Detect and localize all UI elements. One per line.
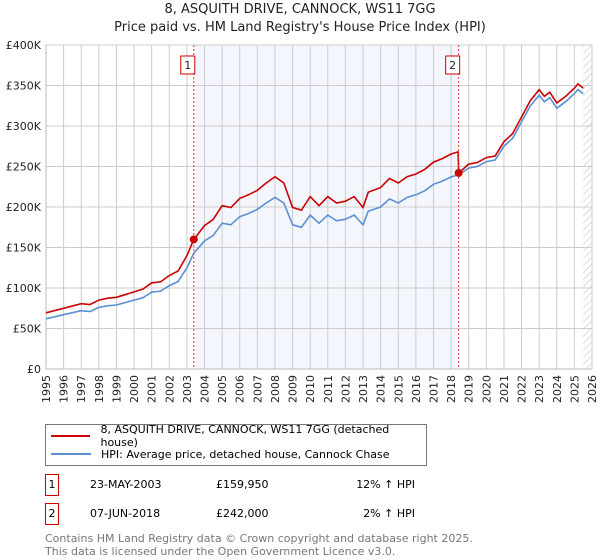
- x-tick-label: 2003: [181, 375, 194, 403]
- legend: 8, ASQUITH DRIVE, CANNOCK, WS11 7GG (det…: [45, 423, 427, 466]
- legend-item-hpi: HPI: Average price, detached house, Cann…: [51, 446, 390, 462]
- legend-label: 8, ASQUITH DRIVE, CANNOCK, WS11 7GG (det…: [100, 423, 390, 449]
- sale-point: [189, 235, 198, 244]
- sale-price: £159,950: [216, 478, 269, 491]
- footer-line-2: This data is licensed under the Open Gov…: [45, 545, 396, 558]
- x-tick-label: 2020: [480, 375, 493, 403]
- legend-item-property: 8, ASQUITH DRIVE, CANNOCK, WS11 7GG (det…: [51, 423, 426, 449]
- sale-label-box: [180, 55, 196, 75]
- y-tick-label: £200K: [6, 201, 42, 214]
- plot-area: 1 2 1995 1996 1997 1998 1999 2000 2001 2002 2003 20…: [6, 39, 599, 403]
- y-tick-label: £0: [27, 363, 41, 376]
- x-tick-label: 1999: [110, 375, 123, 403]
- sale-row-2: 2 07-JUN-2018 £242,000 2% ↑ HPI: [45, 503, 445, 525]
- x-tick-label: 2005: [216, 375, 229, 403]
- y-tick-label: £250K: [6, 161, 42, 174]
- x-tick-label: 2006: [234, 375, 247, 403]
- sale-price: £242,000: [216, 507, 269, 520]
- sale-label: 1: [184, 59, 191, 72]
- x-tick-label: 2012: [339, 375, 352, 403]
- x-tick-label: 1997: [75, 375, 88, 403]
- x-tick-label: 2013: [357, 375, 370, 403]
- sale-hpi-diff: 2% ↑ HPI: [363, 507, 415, 520]
- y-tick-label: £100K: [6, 282, 42, 295]
- sale-marker-box: 1: [45, 474, 59, 496]
- x-tick-label: 2026: [586, 375, 599, 403]
- y-tick-label: £150K: [6, 242, 42, 255]
- x-tick-label: 2015: [392, 375, 405, 403]
- x-tick-label: 2000: [128, 375, 141, 403]
- hpi-line: [45, 88, 584, 320]
- y-tick-label: £300K: [6, 120, 42, 133]
- x-tick-label: 2023: [533, 375, 546, 403]
- chart-title: 8, ASQUITH DRIVE, CANNOCK, WS11 7GG: [164, 2, 436, 17]
- legend-swatch-blue: [51, 453, 91, 455]
- x-tick-label: 2025: [568, 375, 581, 403]
- x-tick-label: 2017: [427, 375, 440, 403]
- x-tick-label: 1998: [93, 375, 106, 403]
- x-tick-label: 2019: [463, 375, 476, 403]
- x-tick-label: 1996: [58, 375, 71, 403]
- sale-label-box: [445, 55, 461, 75]
- footer-line-1: Contains HM Land Registry data © Crown c…: [45, 532, 473, 545]
- x-tick-label: 2024: [551, 375, 564, 403]
- property-price-line: [45, 82, 584, 314]
- x-tick-label: 2002: [163, 375, 176, 403]
- y-tick-label: £400K: [6, 39, 42, 52]
- x-tick-label: 2007: [251, 375, 264, 403]
- x-tick-label: 2004: [199, 375, 212, 403]
- x-tick-label: 2021: [498, 375, 511, 403]
- sale-label: 2: [449, 59, 456, 72]
- x-tick-label: 2001: [146, 375, 159, 403]
- x-tick-label: 2014: [375, 375, 388, 403]
- y-tick-label: £350K: [6, 80, 42, 93]
- y-tick-label: £50K: [13, 323, 42, 336]
- legend-swatch-red: [51, 435, 91, 437]
- sale-date: 23-MAY-2003: [90, 478, 162, 491]
- legend-label: HPI: Average price, detached house, Cann…: [101, 447, 390, 461]
- x-tick-label: 2010: [304, 375, 317, 403]
- x-tick-label: 2022: [516, 375, 529, 403]
- sale-hpi-diff: 12% ↑ HPI: [356, 478, 415, 491]
- chart-subtitle: Price paid vs. HM Land Registry's House …: [114, 20, 486, 35]
- x-tick-label: 2011: [322, 375, 335, 403]
- x-tick-label: 2016: [410, 375, 423, 403]
- sale-row-1: 1 23-MAY-2003 £159,950 12% ↑ HPI: [45, 474, 445, 496]
- x-tick-label: 2018: [445, 375, 458, 403]
- sale-point: [454, 168, 463, 177]
- footer: Contains HM Land Registry data © Crown c…: [45, 532, 473, 558]
- sale-date: 07-JUN-2018: [90, 507, 161, 520]
- x-tick-label: 2008: [269, 375, 282, 403]
- x-tick-label: 1995: [40, 375, 53, 403]
- x-tick-label: 2009: [287, 375, 300, 403]
- sale-marker-box: 2: [45, 503, 59, 525]
